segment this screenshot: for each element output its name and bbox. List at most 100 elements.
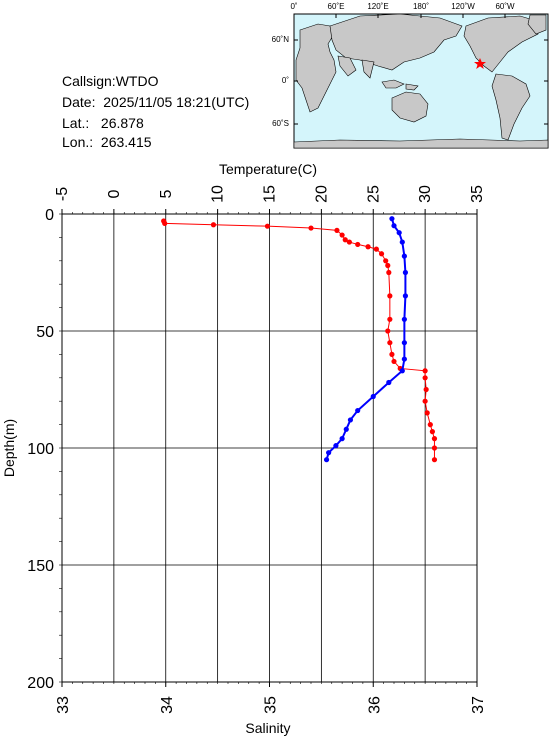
salinity-data-point xyxy=(399,368,405,374)
temperature-tick-label: -5 xyxy=(54,187,71,201)
land-antarctica xyxy=(293,138,549,149)
salinity-tick-label: 37 xyxy=(470,696,487,714)
latitude-label: Lat.: 26.878 xyxy=(62,115,144,131)
temperature-data-point xyxy=(383,258,389,264)
temperature-tick-label: 30 xyxy=(417,185,434,203)
temperature-data-point xyxy=(431,436,438,442)
map-lat-60n: 60˚N xyxy=(272,35,290,44)
depth-tick-label: 50 xyxy=(36,324,54,341)
temperature-data-point xyxy=(387,340,393,346)
salinity-data-point xyxy=(347,417,354,423)
salinity-data-point xyxy=(402,269,409,276)
temperature-data-point xyxy=(389,351,395,357)
world-map: 0˚ 60˚E 120˚E 180˚ 120˚W 60˚W 60˚N 0˚ 60… xyxy=(272,2,549,149)
temperature-tick-label: 0 xyxy=(106,189,123,198)
salinity-data-point xyxy=(402,293,409,299)
map-lon-180: 180˚ xyxy=(413,2,429,11)
salinity-tick-label: 35 xyxy=(263,696,280,714)
map-lat-0: 0˚ xyxy=(282,76,289,85)
depth-tick-label: 150 xyxy=(27,558,54,575)
depth-tick-label: 200 xyxy=(27,675,54,692)
temperature-data-point xyxy=(422,368,428,374)
temperature-data-point xyxy=(373,246,379,252)
temperature-tick-label: 20 xyxy=(313,185,330,203)
salinity-axis-label: Salinity xyxy=(245,720,290,736)
temperature-data-point xyxy=(387,293,393,299)
depth-tick-label: 100 xyxy=(27,441,54,458)
land-greenland xyxy=(527,14,547,35)
map-lon-60w: 60˚W xyxy=(495,2,515,11)
land-south-asia xyxy=(337,55,375,79)
temperature-data-point xyxy=(422,375,428,381)
salinity-data-point xyxy=(401,253,407,259)
temperature-tick-label: 10 xyxy=(210,185,227,203)
salinity-data-point xyxy=(370,393,376,400)
map-lon-60e: 60˚E xyxy=(328,2,345,11)
salinity-data-point xyxy=(401,340,407,346)
callsign-label: Callsign:WTDO xyxy=(62,73,159,89)
temperature-data-point xyxy=(423,386,429,393)
land-indonesia xyxy=(381,79,419,91)
salinity-data-point xyxy=(326,450,332,456)
salinity-data-point xyxy=(333,443,339,449)
temperature-tick-label: 15 xyxy=(262,185,279,203)
salinity-data-point xyxy=(343,426,349,432)
temperature-data-point xyxy=(422,398,428,404)
land-north-america xyxy=(463,15,541,73)
temperature-data-point xyxy=(210,222,217,228)
temperature-data-point xyxy=(387,316,393,322)
temperature-data-point xyxy=(429,429,435,435)
salinity-data-point xyxy=(339,436,345,442)
salinity-data-point xyxy=(399,239,405,245)
land-australia xyxy=(391,91,429,123)
temperature-data-point xyxy=(355,241,361,248)
map-ticks xyxy=(293,14,549,125)
star-icon xyxy=(474,58,486,69)
salinity-tick-label: 36 xyxy=(366,696,383,714)
temperature-data-point xyxy=(308,225,314,231)
temperature-data-point xyxy=(162,220,168,226)
temperature-data-point xyxy=(365,244,371,250)
temperature-data-point xyxy=(339,232,345,238)
salinity-data-point xyxy=(401,316,407,322)
temperature-data-point xyxy=(342,237,348,243)
temperature-data-point xyxy=(424,410,430,416)
longitude-label: Lon.: 263.415 xyxy=(62,134,152,150)
temperature-data-point xyxy=(427,422,433,428)
map-lon-120w: 120˚W xyxy=(451,2,475,11)
plot-grid xyxy=(61,213,478,683)
salinity-data-point xyxy=(401,356,407,362)
salinity-profile-line xyxy=(325,218,407,460)
temperature-data-point xyxy=(391,358,397,365)
plot-series xyxy=(161,216,438,463)
salinity-data-point xyxy=(386,379,392,386)
salinity-tick-label: 34 xyxy=(159,696,176,714)
salinity-data-point xyxy=(389,216,395,222)
depth-axis-label: Depth(m) xyxy=(1,419,17,477)
temperature-tick-label: 5 xyxy=(158,189,175,198)
temperature-data-point xyxy=(386,269,392,276)
temperature-data-point xyxy=(431,457,438,463)
salinity-data-point xyxy=(396,230,402,236)
temperature-data-point xyxy=(346,239,352,245)
land-south-america xyxy=(491,73,531,141)
map-lon-0: 0˚ xyxy=(290,2,297,11)
salinity-data-point xyxy=(355,407,361,414)
temperature-data-point xyxy=(385,262,391,269)
salinity-data-point xyxy=(391,223,397,229)
temperature-data-point xyxy=(378,251,385,257)
salinity-data-point xyxy=(323,457,330,463)
temperature-data-point xyxy=(264,223,271,229)
temperature-data-point xyxy=(431,445,438,451)
temperature-tick-label: 35 xyxy=(469,185,486,203)
map-lon-120e: 120˚E xyxy=(367,2,388,11)
temperature-axis-label: Temperature(C) xyxy=(219,161,317,177)
map-land xyxy=(293,13,549,149)
temperature-data-point xyxy=(385,328,391,334)
date-label: Date: 2025/11/05 18:21(UTC) xyxy=(62,94,250,110)
map-lat-60s: 60˚S xyxy=(272,119,289,128)
temperature-profile-line xyxy=(163,220,435,460)
